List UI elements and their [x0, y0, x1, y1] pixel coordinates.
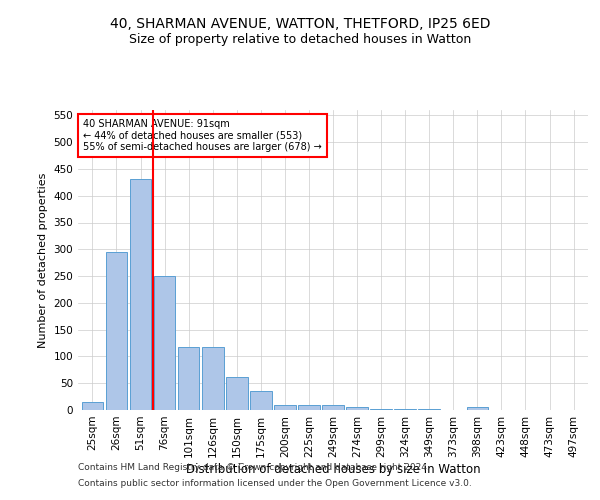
Bar — [154, 276, 175, 410]
Text: Contains HM Land Registry data © Crown copyright and database right 2024.: Contains HM Land Registry data © Crown c… — [78, 464, 430, 472]
Text: Size of property relative to detached houses in Watton: Size of property relative to detached ho… — [129, 32, 471, 46]
X-axis label: Distribution of detached houses by size in Watton: Distribution of detached houses by size … — [185, 462, 481, 475]
Bar — [370, 409, 392, 410]
Bar — [467, 408, 488, 410]
Text: 40, SHARMAN AVENUE, WATTON, THETFORD, IP25 6ED: 40, SHARMAN AVENUE, WATTON, THETFORD, IP… — [110, 18, 490, 32]
Bar — [298, 404, 320, 410]
Bar — [226, 377, 248, 410]
Bar — [202, 347, 224, 410]
Y-axis label: Number of detached properties: Number of detached properties — [38, 172, 48, 348]
Text: 40 SHARMAN AVENUE: 91sqm
← 44% of detached houses are smaller (553)
55% of semi-: 40 SHARMAN AVENUE: 91sqm ← 44% of detach… — [83, 119, 322, 152]
Bar — [82, 402, 103, 410]
Bar — [178, 347, 199, 410]
Bar — [130, 178, 151, 410]
Bar — [418, 409, 440, 410]
Bar — [394, 409, 416, 410]
Bar — [274, 405, 296, 410]
Bar — [250, 391, 272, 410]
Bar — [106, 252, 127, 410]
Bar — [322, 404, 344, 410]
Bar — [346, 408, 368, 410]
Text: Contains public sector information licensed under the Open Government Licence v3: Contains public sector information licen… — [78, 478, 472, 488]
